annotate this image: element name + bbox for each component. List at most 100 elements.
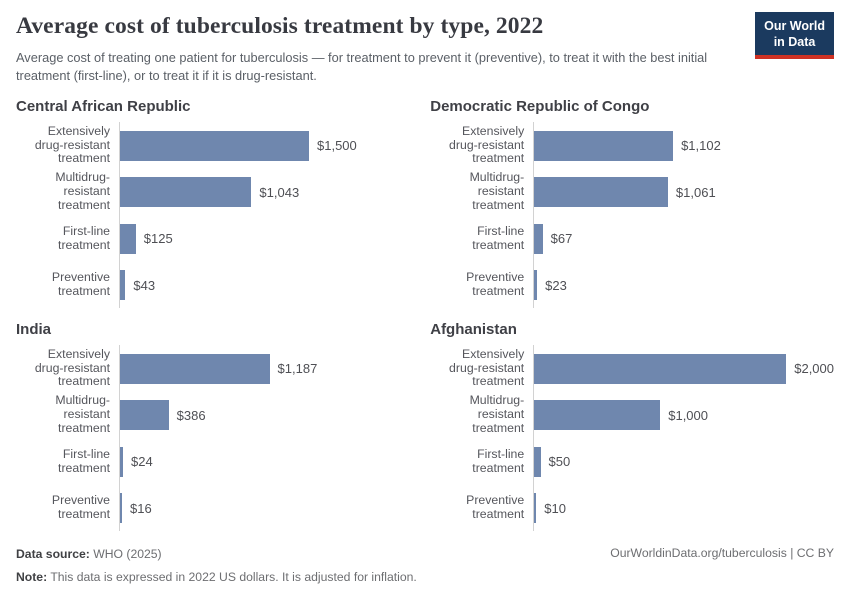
bar-area: $1,500 [119, 122, 416, 169]
category-label: First-line treatment [472, 446, 525, 475]
value-label: $386 [176, 407, 206, 423]
bar-row: Multidrug-resistant treatment $1,061 [430, 168, 834, 216]
chart-panel: Central African Republic Extensively drug-… [16, 98, 416, 309]
category-label: Multidrug-resistant treatment [469, 170, 525, 212]
bar[interactable] [120, 400, 169, 431]
category-label: Preventive treatment [466, 493, 525, 522]
bar-row: Multidrug-resistant treatment $1,043 [16, 168, 416, 216]
value-label: $125 [143, 231, 173, 247]
bar-row: Extensively drug-resistant treatment $1,102 [430, 122, 834, 169]
bar-row: Extensively drug-resistant treatment $1,500 [16, 122, 416, 169]
bar-area: $125 [119, 215, 416, 262]
bar-area: $1,043 [119, 168, 416, 216]
category-label: Preventive treatment [466, 270, 525, 299]
bar-area: $43 [119, 261, 416, 309]
value-label: $16 [130, 500, 152, 516]
note-value: This data is expressed in 2022 US dollar… [47, 569, 417, 584]
chart-panel: India Extensively drug-resistant treatment $… [16, 321, 416, 532]
panel-title: India [16, 321, 52, 339]
bar-row: Extensively drug-resistant treatment $2,000 [430, 345, 834, 392]
bar-area: $16 [119, 484, 416, 532]
header-text-block: Average cost of tuberculosis treatment b… [16, 13, 742, 84]
bar-row: Multidrug-resistant treatment $1,000 [430, 391, 834, 439]
bar-row: Preventive treatment $23 [430, 261, 834, 309]
bar-row: First-line treatment $67 [430, 215, 834, 262]
bar[interactable] [534, 270, 538, 301]
value-label: $1,500 [317, 138, 357, 154]
bar-row: Extensively drug-resistant treatment $1,187 [16, 345, 416, 392]
license-link[interactable]: OurWorldinData.org/tuberculosis | CC BY [610, 546, 834, 561]
bar-area: $50 [533, 438, 834, 485]
category-label: Extensively drug-resistant treatment [34, 123, 110, 166]
note-label: Note: [16, 569, 48, 584]
panel-rows: Extensively drug-resistant treatment $1,187… [16, 345, 416, 532]
data-source-label: Data source: [16, 547, 90, 562]
category-label: Extensively drug-resistant treatment [34, 346, 110, 389]
panel-rows: Extensively drug-resistant treatment $1,500… [16, 122, 416, 309]
bar[interactable] [534, 446, 541, 477]
bar-area: $1,187 [119, 345, 416, 392]
value-label: $50 [548, 454, 571, 470]
panel-title: Democratic Republic of Congo [430, 98, 650, 116]
bar[interactable] [120, 223, 136, 254]
bar[interactable] [534, 177, 668, 208]
bar-area: $1,102 [533, 122, 834, 169]
panel-rows: Extensively drug-resistant treatment $2,000… [430, 345, 834, 532]
bar-row: Preventive treatment $43 [16, 261, 416, 309]
data-source-value: WHO (2025) [89, 547, 162, 562]
bar[interactable] [534, 223, 543, 254]
value-label: $43 [133, 277, 156, 293]
bar-row: Multidrug-resistant treatment $386 [16, 391, 416, 439]
note-line: Note: This data is expressed in 2022 US … [16, 569, 417, 585]
category-label: First-line treatment [472, 223, 525, 252]
bar-area: $10 [533, 484, 834, 532]
category-label: Multidrug-resistant treatment [55, 170, 110, 212]
bar[interactable] [534, 130, 674, 161]
chart-header: Average cost of tuberculosis treatment b… [16, 12, 834, 84]
panel-title: Afghanistan [430, 321, 517, 339]
category-label: Preventive treatment [51, 493, 110, 522]
owid-logo-line1: Our World [764, 19, 825, 33]
bar-area: $386 [119, 391, 416, 439]
panel-title: Central African Republic [16, 98, 191, 116]
bar[interactable] [534, 400, 661, 431]
bar-row: Preventive treatment $10 [430, 484, 834, 532]
footer-left: Data source: WHO (2025) Note: This data … [16, 546, 417, 591]
bar-area: $2,000 [533, 345, 834, 392]
page-title: Average cost of tuberculosis treatment b… [16, 13, 544, 39]
bar[interactable] [120, 177, 252, 208]
bar[interactable] [120, 493, 123, 524]
bar[interactable] [120, 446, 124, 477]
category-label: Extensively drug-resistant treatment [449, 346, 525, 389]
owid-logo-line2: in Data [773, 35, 816, 49]
value-label: $1,043 [259, 184, 300, 200]
bar-area: $1,061 [533, 168, 834, 216]
data-source-line: Data source: WHO (2025) [16, 546, 417, 562]
value-label: $1,187 [277, 361, 318, 377]
bar-area: $67 [533, 215, 834, 262]
category-label: Multidrug-resistant treatment [469, 393, 525, 435]
value-label: $67 [550, 231, 573, 247]
bar[interactable] [534, 353, 787, 384]
value-label: $1,000 [668, 407, 708, 423]
category-label: Multidrug-resistant treatment [55, 393, 110, 435]
bar-row: First-line treatment $125 [16, 215, 416, 262]
bar-row: First-line treatment $50 [430, 438, 834, 485]
category-label: Preventive treatment [51, 270, 110, 299]
bar[interactable] [534, 493, 537, 524]
bar[interactable] [120, 130, 309, 161]
bar[interactable] [120, 353, 270, 384]
chart-subtitle: Average cost of treating one patient for… [16, 50, 708, 83]
category-label: First-line treatment [58, 446, 110, 475]
owid-logo[interactable]: Our World in Data [755, 12, 834, 59]
value-label: $1,061 [675, 184, 716, 200]
bar-row: Preventive treatment $16 [16, 484, 416, 532]
value-label: $10 [544, 500, 566, 516]
bar-area: $24 [119, 438, 416, 485]
value-label: $23 [545, 277, 567, 293]
value-label: $2,000 [794, 361, 834, 377]
bar[interactable] [120, 270, 126, 301]
bar-area: $1,000 [533, 391, 834, 439]
chart-panels-grid: Central African Republic Extensively drug-… [16, 98, 834, 532]
